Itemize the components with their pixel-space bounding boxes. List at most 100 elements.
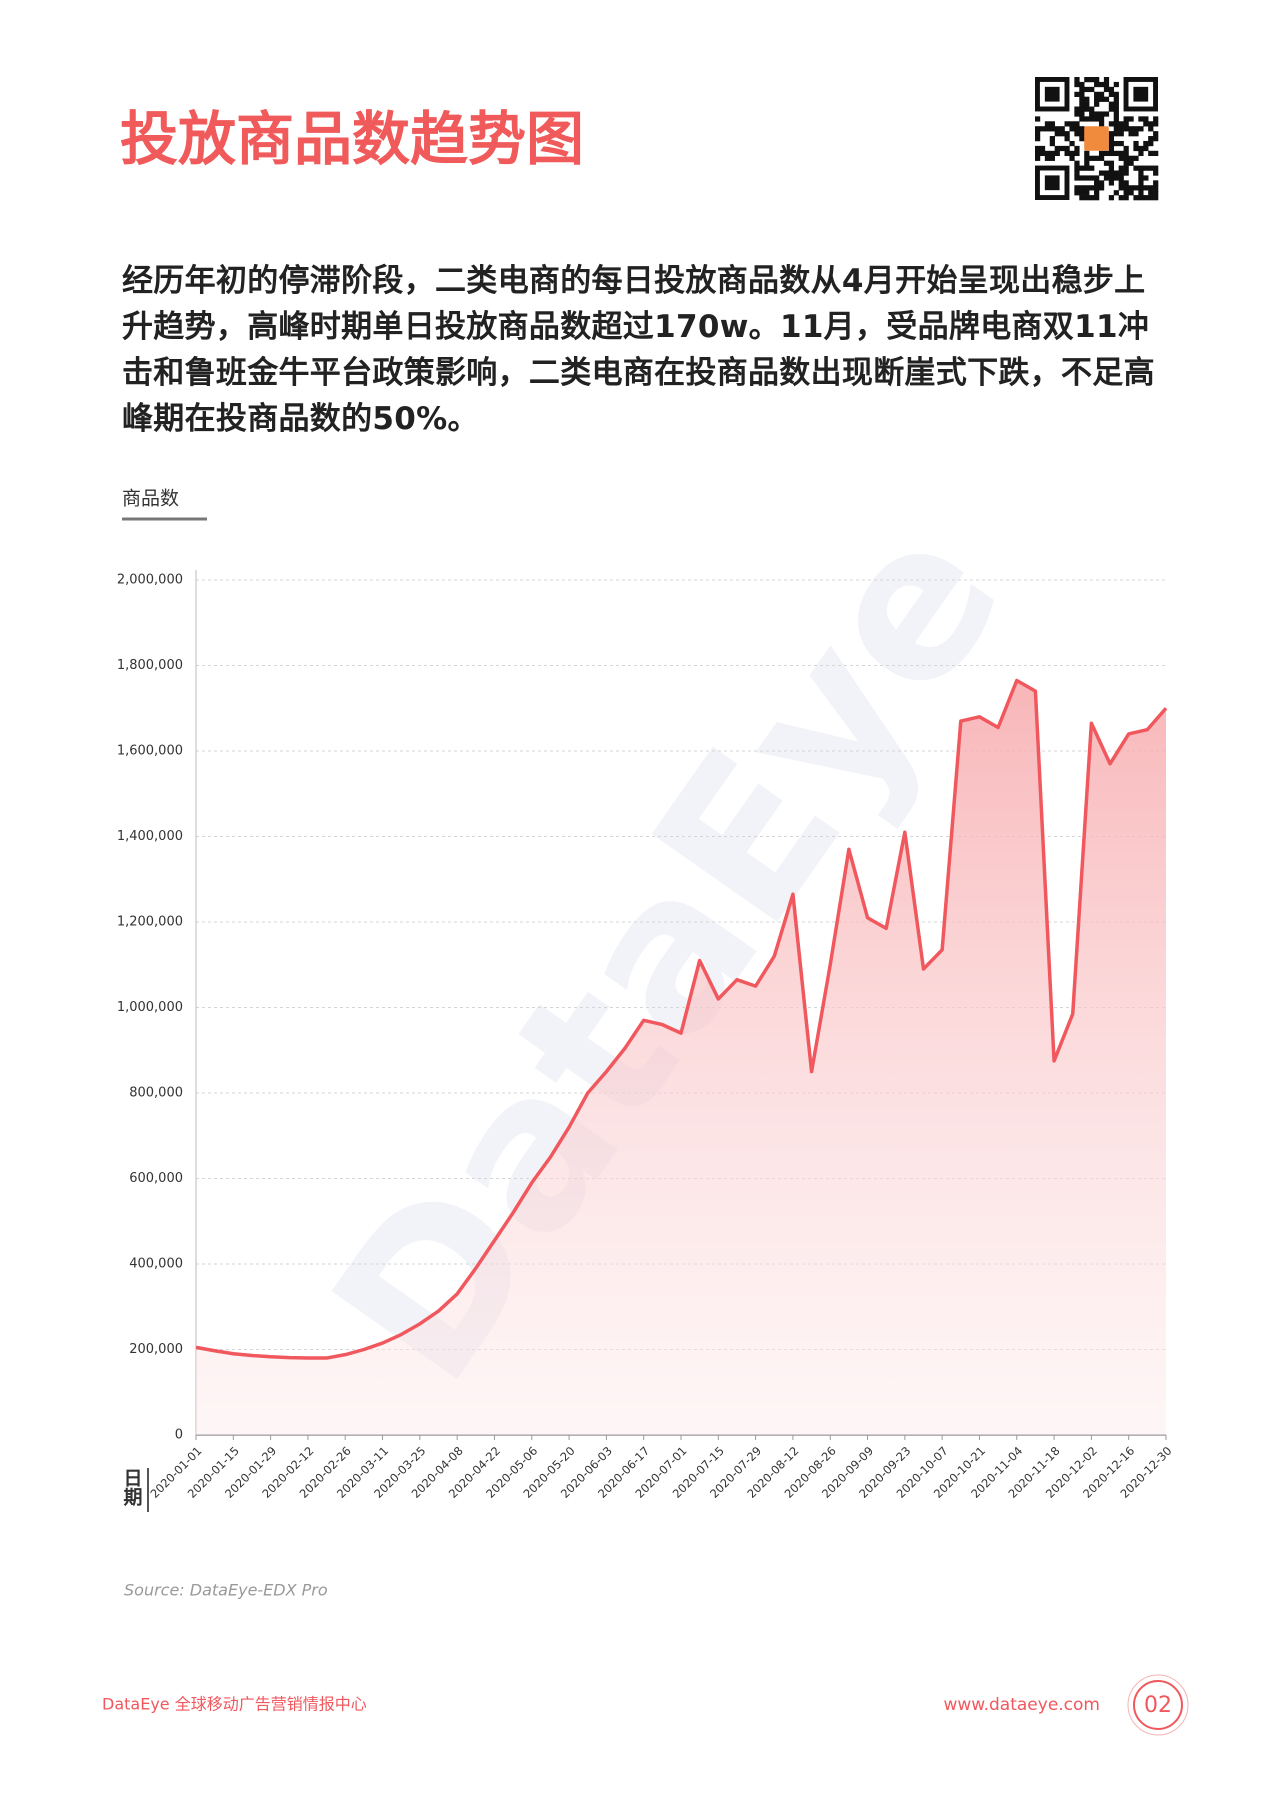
qr-cell bbox=[1044, 155, 1051, 161]
qr-cell bbox=[1064, 136, 1070, 142]
y-tick-label: 0 bbox=[175, 1428, 183, 1443]
qr-logo bbox=[1084, 126, 1109, 151]
qr-cell bbox=[1059, 145, 1065, 152]
qr-cell bbox=[1138, 150, 1144, 157]
qr-cell bbox=[1108, 195, 1115, 201]
qr-cell bbox=[1098, 96, 1105, 102]
qr-cell bbox=[1143, 165, 1149, 171]
y-tick-label: 2,000,000 bbox=[117, 573, 183, 588]
qr-cell bbox=[1138, 145, 1144, 152]
qr-cell bbox=[1133, 145, 1139, 152]
qr-cell bbox=[1084, 77, 1090, 83]
y-tick-label: 400,000 bbox=[129, 1257, 183, 1272]
qr-cell bbox=[1138, 126, 1144, 132]
qr-cell bbox=[1079, 111, 1085, 117]
qr-cell bbox=[1133, 131, 1139, 137]
qr-cell bbox=[1113, 175, 1119, 181]
qr-cell bbox=[1094, 91, 1100, 97]
qr-cell bbox=[1108, 145, 1115, 152]
qr-cell bbox=[1084, 185, 1090, 191]
qr-cell bbox=[1153, 150, 1159, 157]
qr-cell bbox=[1138, 170, 1144, 176]
qr-cell bbox=[1113, 96, 1119, 102]
qr-cell bbox=[1064, 145, 1070, 152]
qr-cell bbox=[1049, 136, 1055, 142]
qr-cell bbox=[1153, 170, 1159, 176]
qr-cell bbox=[1098, 155, 1105, 161]
qr-cell bbox=[1074, 131, 1080, 137]
qr-cell bbox=[1089, 86, 1095, 93]
qr-cell bbox=[1098, 111, 1105, 117]
qr-cell bbox=[1148, 150, 1154, 157]
qr-cell bbox=[1148, 195, 1154, 201]
qr-cell bbox=[1138, 165, 1144, 171]
qr-cell bbox=[1098, 180, 1105, 186]
qr-cell bbox=[1138, 180, 1144, 186]
qr-cell bbox=[1118, 165, 1124, 171]
qr-cell bbox=[1133, 165, 1139, 171]
qr-cell bbox=[1089, 165, 1095, 171]
qr-cell bbox=[1044, 121, 1051, 127]
qr-cell bbox=[1128, 185, 1134, 191]
qr-cell bbox=[1118, 150, 1124, 157]
qr-cell bbox=[1103, 170, 1110, 176]
qr-cell bbox=[1079, 91, 1085, 97]
qr-cell bbox=[1059, 131, 1065, 137]
qr-cell bbox=[1074, 126, 1080, 132]
qr-cell bbox=[1049, 126, 1055, 132]
qr-cell bbox=[1084, 195, 1090, 201]
qr-code bbox=[1035, 77, 1159, 201]
qr-cell bbox=[1123, 121, 1129, 127]
qr-cell bbox=[1108, 86, 1115, 93]
qr-cell bbox=[1153, 185, 1159, 191]
qr-cell bbox=[1143, 116, 1149, 122]
qr-cell bbox=[1118, 175, 1124, 181]
qr-cell bbox=[1133, 155, 1139, 161]
qr-cell bbox=[1143, 195, 1149, 201]
page-number: 02 bbox=[1144, 1693, 1172, 1718]
qr-cell bbox=[1069, 155, 1075, 161]
qr-cell bbox=[1098, 116, 1105, 122]
qr-cell bbox=[1103, 160, 1110, 166]
qr-cell bbox=[1108, 175, 1115, 181]
qr-cell bbox=[1039, 126, 1046, 132]
qr-cell bbox=[1138, 195, 1144, 201]
qr-cell bbox=[1079, 81, 1085, 88]
qr-cell bbox=[1035, 145, 1041, 152]
qr-cell bbox=[1123, 150, 1129, 157]
y-tick-label: 1,800,000 bbox=[117, 658, 183, 673]
qr-cell bbox=[1113, 170, 1119, 176]
qr-cell bbox=[1074, 145, 1080, 152]
qr-finder bbox=[1044, 86, 1060, 102]
qr-cell bbox=[1074, 175, 1080, 181]
qr-cell bbox=[1153, 121, 1159, 127]
y-tick-label: 800,000 bbox=[129, 1086, 183, 1101]
qr-cell bbox=[1143, 140, 1149, 147]
footer-right: www.dataeye.com bbox=[943, 1695, 1100, 1715]
qr-finder bbox=[1044, 175, 1060, 191]
footer-left: DataEye 全球移动广告营销情报中心 bbox=[102, 1695, 367, 1714]
qr-cell bbox=[1039, 145, 1046, 152]
qr-cell bbox=[1084, 160, 1090, 166]
qr-cell bbox=[1069, 121, 1075, 127]
qr-cell bbox=[1098, 91, 1105, 97]
qr-cell bbox=[1148, 126, 1154, 132]
qr-cell bbox=[1153, 195, 1159, 201]
qr-cell bbox=[1074, 160, 1080, 166]
page-circle bbox=[1133, 1680, 1183, 1730]
qr-cell bbox=[1108, 150, 1115, 157]
qr-cell bbox=[1123, 185, 1129, 191]
qr-cell bbox=[1094, 81, 1100, 88]
qr-cell bbox=[1143, 121, 1149, 127]
qr-cell bbox=[1138, 116, 1144, 122]
qr-cell bbox=[1118, 121, 1124, 127]
qr-cell bbox=[1108, 106, 1115, 112]
qr-cell bbox=[1133, 195, 1139, 201]
qr-cell bbox=[1108, 136, 1115, 142]
qr-cell bbox=[1113, 140, 1119, 147]
qr-cell bbox=[1098, 121, 1105, 127]
qr-cell bbox=[1044, 150, 1051, 157]
qr-cell bbox=[1113, 131, 1119, 137]
qr-cell bbox=[1074, 150, 1080, 157]
